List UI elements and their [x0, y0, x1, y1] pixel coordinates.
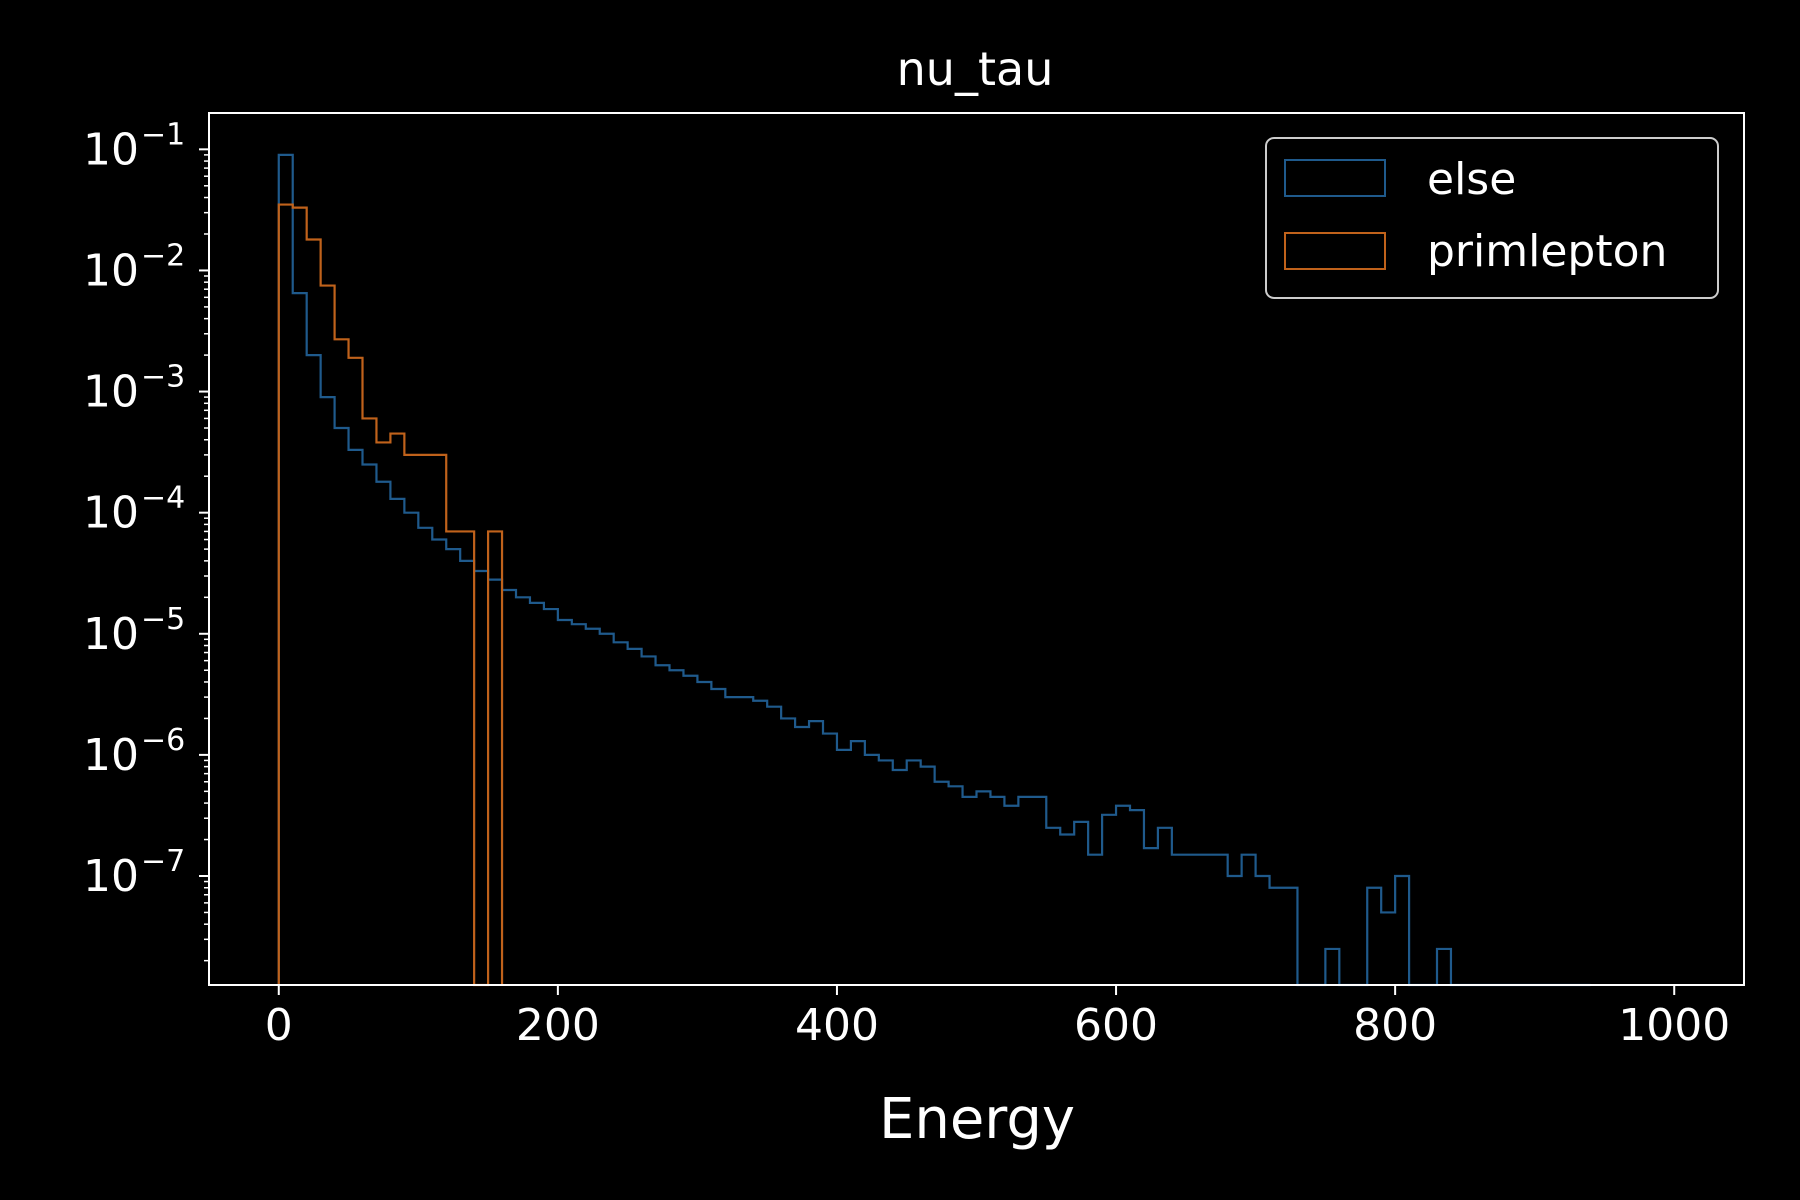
- y-tick-label: 10: [83, 851, 139, 902]
- series-primlepton-line: [277, 203, 504, 987]
- legend-frame: [1265, 137, 1719, 299]
- y-axis: 10−110−210−310−410−510−610−7: [83, 117, 209, 962]
- y-tick-label: 10: [83, 367, 139, 418]
- y-tick-label: 10: [83, 245, 139, 296]
- y-tick-exponent: −4: [141, 481, 185, 516]
- y-tick-exponent: −6: [141, 723, 185, 758]
- x-tick-label: 800: [1353, 1000, 1437, 1051]
- x-tick-label: 600: [1074, 1000, 1158, 1051]
- x-axis: 0 200 400 600 800 1000: [265, 985, 1730, 1051]
- x-tick-label: 200: [516, 1000, 600, 1051]
- x-axis-label: Energy: [879, 1087, 1075, 1152]
- x-tick-label: 1000: [1618, 1000, 1730, 1051]
- legend-label-primlepton: primlepton: [1427, 226, 1667, 277]
- y-tick-label: 10: [83, 488, 139, 539]
- y-tick-label: 10: [83, 730, 139, 781]
- x-tick-label: 400: [795, 1000, 879, 1051]
- y-tick-exponent: −3: [141, 360, 185, 395]
- chart-title: nu_tau: [897, 42, 1054, 96]
- legend-label-else: else: [1427, 154, 1516, 205]
- legend-swatch-primlepton: [1284, 232, 1386, 270]
- y-tick-exponent: −2: [141, 238, 185, 273]
- legend-swatch-else: [1284, 159, 1386, 197]
- y-tick-label: 10: [83, 124, 139, 175]
- y-tick-label: 10: [83, 609, 139, 660]
- y-tick-exponent: −7: [141, 844, 185, 879]
- legend: else primlepton: [1265, 137, 1719, 299]
- x-tick-label: 0: [265, 1000, 293, 1051]
- y-tick-exponent: −5: [141, 602, 185, 637]
- y-tick-exponent: −1: [141, 117, 185, 152]
